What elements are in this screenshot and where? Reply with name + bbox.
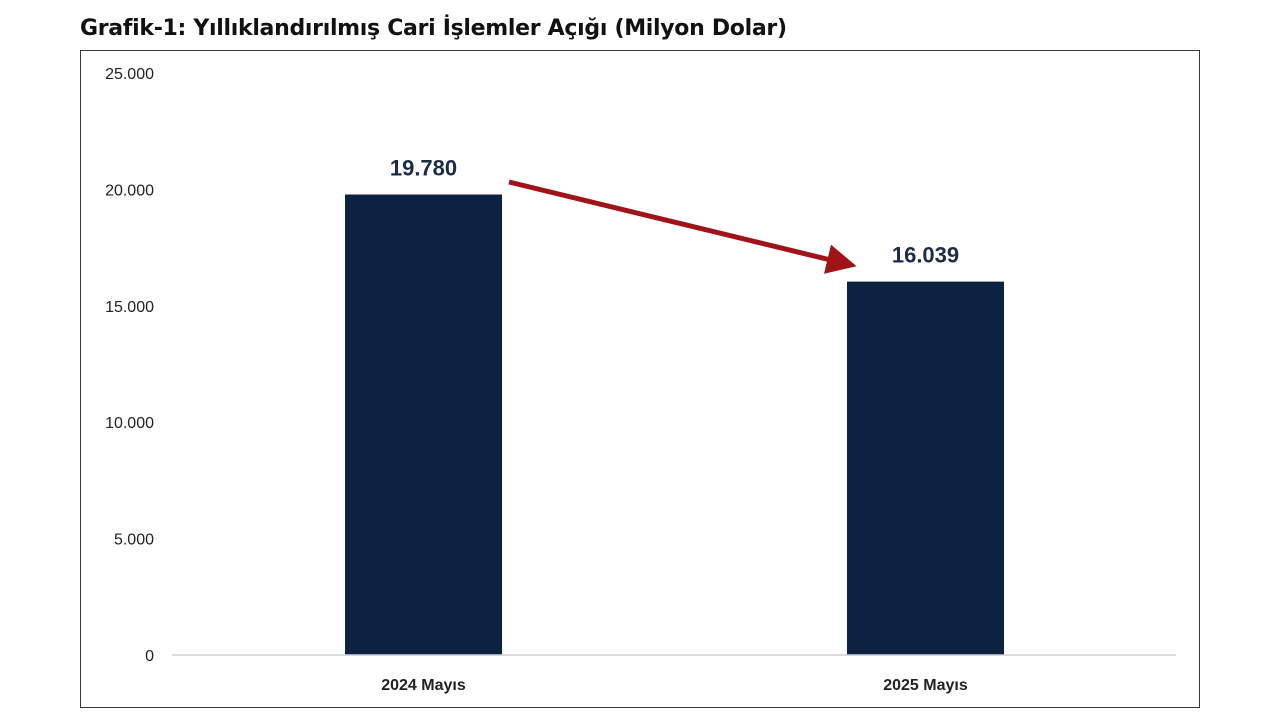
data-labels: 19.780 16.039 bbox=[390, 156, 959, 268]
bars bbox=[345, 194, 1004, 655]
trend-annotation bbox=[508, 179, 857, 274]
y-tick-label: 20.000 bbox=[105, 182, 154, 199]
y-tick-label: 5.000 bbox=[114, 532, 154, 549]
bar bbox=[847, 281, 1004, 655]
x-tick-label: 2025 Mayıs bbox=[883, 677, 968, 694]
chart-frame bbox=[80, 50, 1200, 708]
y-tick-label: 25.000 bbox=[105, 66, 154, 83]
data-label: 19.780 bbox=[390, 156, 457, 181]
chart-title: Grafik-1: Yıllıklandırılmış Cari İşlemle… bbox=[80, 16, 787, 41]
y-axis: 0 5.000 10.000 15.000 20.000 25.000 bbox=[105, 66, 154, 665]
x-axis: 2024 Mayıs 2025 Mayıs bbox=[172, 654, 1176, 694]
y-tick-label: 10.000 bbox=[105, 415, 154, 432]
data-label: 16.039 bbox=[892, 243, 959, 268]
trend-arrow bbox=[508, 179, 857, 274]
bar bbox=[345, 194, 502, 655]
y-tick-label: 15.000 bbox=[105, 299, 154, 316]
x-tick-label: 2024 Mayıs bbox=[381, 677, 466, 694]
y-tick-label: 0 bbox=[145, 648, 154, 665]
